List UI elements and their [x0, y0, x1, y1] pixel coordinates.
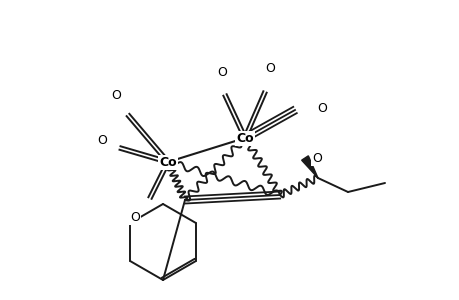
Text: O: O	[97, 134, 106, 146]
Text: O: O	[111, 88, 121, 101]
Text: O: O	[217, 65, 226, 79]
Text: Co: Co	[159, 155, 176, 169]
Polygon shape	[301, 156, 317, 178]
Text: Co: Co	[235, 131, 253, 145]
Text: O: O	[264, 61, 274, 74]
Text: O: O	[316, 101, 326, 115]
Text: O: O	[311, 152, 321, 164]
Text: O: O	[130, 212, 140, 224]
